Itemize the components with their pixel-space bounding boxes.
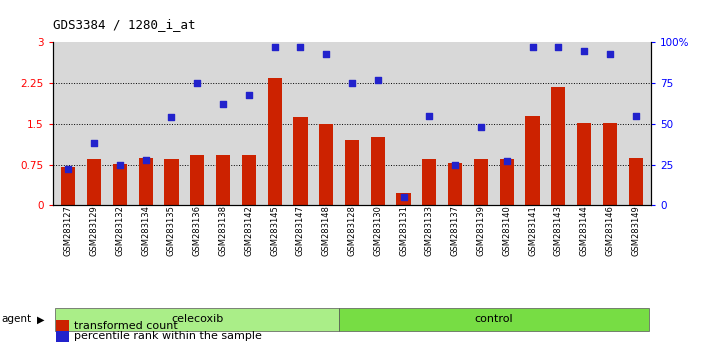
Text: GSM283132: GSM283132 <box>115 205 125 256</box>
Bar <box>87 159 101 205</box>
Bar <box>525 116 540 205</box>
Point <box>320 51 332 57</box>
Point <box>501 159 513 164</box>
Text: GSM283135: GSM283135 <box>167 205 176 256</box>
Point <box>424 113 435 119</box>
Text: GSM283146: GSM283146 <box>605 205 615 256</box>
Text: GSM283129: GSM283129 <box>89 205 99 256</box>
Point <box>89 141 100 146</box>
Point <box>475 124 486 130</box>
Text: GSM283136: GSM283136 <box>193 205 202 256</box>
Bar <box>371 137 385 205</box>
Point <box>527 45 538 50</box>
Text: GSM283144: GSM283144 <box>579 205 589 256</box>
Point <box>630 113 641 119</box>
Bar <box>500 159 514 205</box>
Text: GSM283143: GSM283143 <box>554 205 562 256</box>
Text: GSM283134: GSM283134 <box>142 205 150 256</box>
Text: GSM283138: GSM283138 <box>218 205 227 256</box>
Point <box>243 92 254 97</box>
Text: GSM283140: GSM283140 <box>502 205 511 256</box>
Text: GSM283131: GSM283131 <box>399 205 408 256</box>
Text: celecoxib: celecoxib <box>171 314 223 325</box>
Text: ▶: ▶ <box>37 314 44 325</box>
Text: GSM283127: GSM283127 <box>64 205 73 256</box>
Point <box>191 80 203 86</box>
Bar <box>345 140 359 205</box>
Point <box>579 48 590 53</box>
Bar <box>164 159 179 205</box>
Bar <box>216 155 230 205</box>
Text: percentile rank within the sample: percentile rank within the sample <box>74 331 262 341</box>
Text: GSM283148: GSM283148 <box>322 205 331 256</box>
Text: GSM283133: GSM283133 <box>425 205 434 256</box>
Text: GSM283145: GSM283145 <box>270 205 279 256</box>
Bar <box>294 118 308 205</box>
Point <box>372 77 384 83</box>
Bar <box>629 158 643 205</box>
Bar <box>241 155 256 205</box>
Point <box>398 194 409 200</box>
Text: GSM283130: GSM283130 <box>373 205 382 256</box>
Point <box>450 162 461 167</box>
Text: control: control <box>474 314 513 325</box>
Bar <box>61 167 75 205</box>
Bar <box>56 308 339 331</box>
Text: GSM283139: GSM283139 <box>477 205 486 256</box>
Point <box>346 80 358 86</box>
Text: GSM283142: GSM283142 <box>244 205 253 256</box>
Point <box>63 167 74 172</box>
Text: GSM283141: GSM283141 <box>528 205 537 256</box>
Bar <box>396 193 410 205</box>
Bar <box>113 164 127 205</box>
Point <box>218 102 229 107</box>
Bar <box>319 124 333 205</box>
Point <box>140 157 151 162</box>
Text: GSM283137: GSM283137 <box>451 205 460 256</box>
Bar <box>474 159 488 205</box>
Text: agent: agent <box>1 314 32 325</box>
Bar <box>577 123 591 205</box>
Text: GDS3384 / 1280_i_at: GDS3384 / 1280_i_at <box>53 18 195 31</box>
Bar <box>551 87 565 205</box>
Bar <box>268 78 282 205</box>
Bar <box>422 159 436 205</box>
Text: GSM283147: GSM283147 <box>296 205 305 256</box>
Bar <box>603 123 617 205</box>
Bar <box>139 158 153 205</box>
Bar <box>339 308 648 331</box>
Point <box>553 45 564 50</box>
Bar <box>448 163 463 205</box>
Point <box>269 45 280 50</box>
Point <box>295 45 306 50</box>
Bar <box>190 155 204 205</box>
Point <box>166 115 177 120</box>
Point <box>114 162 125 167</box>
Text: GSM283149: GSM283149 <box>631 205 640 256</box>
Point <box>604 51 615 57</box>
Text: GSM283128: GSM283128 <box>348 205 356 256</box>
Text: transformed count: transformed count <box>74 321 177 331</box>
